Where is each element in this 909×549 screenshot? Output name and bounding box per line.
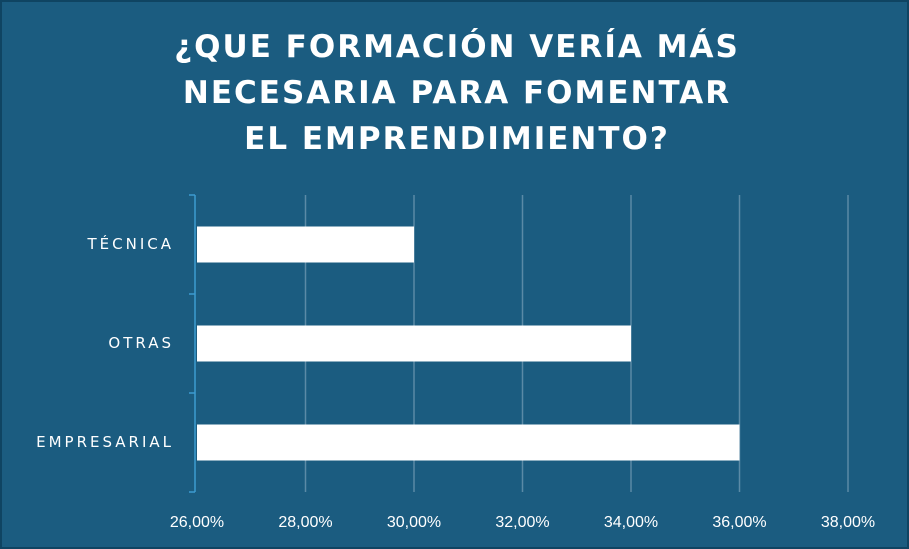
x-tick-label: 38,00% — [821, 514, 875, 531]
bar — [197, 325, 631, 362]
chart-title: ¿QUE FORMACIÓN VERÍA MÁS NECESARIA PARA … — [174, 29, 740, 157]
y-tick-label: OTRAS — [108, 334, 174, 352]
x-tick-label: 36,00% — [712, 514, 766, 531]
y-tick-label: TÉCNICA — [87, 234, 175, 253]
x-tick-label: 30,00% — [387, 514, 441, 531]
y-tick-label: EMPRESARIAL — [36, 433, 174, 451]
axis-ticks — [189, 194, 195, 493]
bar — [197, 424, 740, 461]
x-tick-label: 34,00% — [604, 514, 658, 531]
x-tick-label: 32,00% — [495, 514, 549, 531]
x-tick-label: 26,00% — [170, 514, 224, 531]
bar — [197, 226, 414, 263]
x-tick-label: 28,00% — [278, 514, 332, 531]
